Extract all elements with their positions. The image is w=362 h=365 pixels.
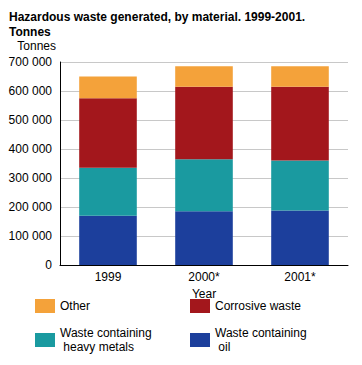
svg-text:700 000: 700 000 [9, 55, 53, 69]
svg-text:2001*: 2001* [284, 270, 316, 284]
svg-text:2000*: 2000* [188, 270, 220, 284]
svg-text:heavy metals: heavy metals [60, 340, 134, 354]
svg-text:100 000: 100 000 [9, 229, 53, 243]
svg-text:600 000: 600 000 [9, 84, 53, 98]
svg-text:200 000: 200 000 [9, 200, 53, 214]
svg-text:0: 0 [45, 258, 52, 272]
svg-text:500 000: 500 000 [9, 113, 53, 127]
svg-text:Tonnes: Tonnes [9, 25, 51, 39]
svg-text:Year: Year [192, 287, 216, 301]
svg-text:300 000: 300 000 [9, 171, 53, 185]
svg-text:400 000: 400 000 [9, 142, 53, 156]
svg-text:Waste containing: Waste containing [60, 326, 152, 340]
svg-text:Waste containing: Waste containing [215, 326, 307, 340]
svg-text:oil: oil [215, 340, 230, 354]
svg-text:Hazardous waste generated, by: Hazardous waste generated, by material. … [9, 10, 308, 24]
svg-text:Corrosive waste: Corrosive waste [215, 299, 301, 313]
svg-text:1999: 1999 [95, 270, 122, 284]
svg-text:Other: Other [60, 299, 90, 313]
svg-text:Tonnes: Tonnes [17, 39, 56, 53]
